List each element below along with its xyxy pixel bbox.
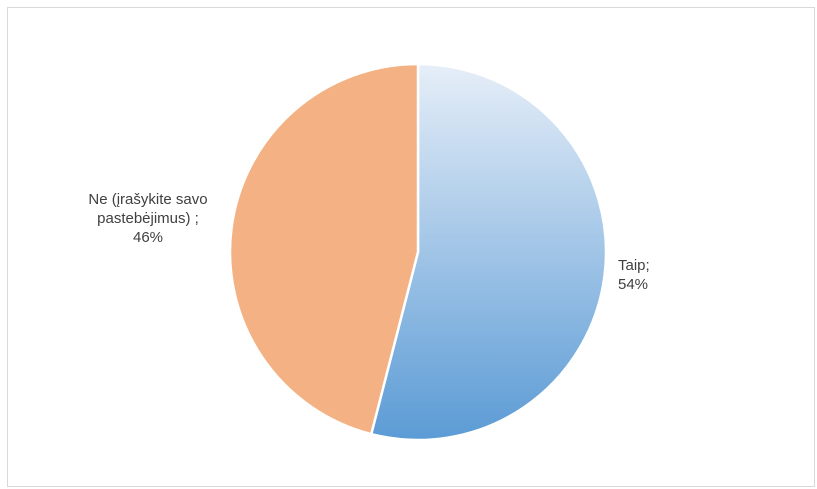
data-label-ne: Ne (įrašykite savo pastebėjimus) ; 46% <box>88 191 207 246</box>
data-label-line: 54% <box>618 276 648 293</box>
data-label-line: Ne (įrašykite savo <box>88 191 207 208</box>
data-label-line: 46% <box>133 229 163 246</box>
data-label-line: pastebėjimus) ; <box>97 210 199 227</box>
data-labels: Taip; 54% Ne (įrašykite savo pastebėjimus) … <box>88 191 649 293</box>
slice-ne <box>228 62 420 436</box>
slice-taip <box>370 62 608 442</box>
data-label-taip: Taip; 54% <box>618 257 650 293</box>
pie-slices <box>228 62 608 442</box>
data-label-line: Taip; <box>618 257 650 274</box>
chart-area: Taip; 54% Ne (įrašykite savo pastebėjimus) … <box>7 7 815 487</box>
pie-chart: Taip; 54% Ne (įrašykite savo pastebėjimus) … <box>88 62 650 442</box>
